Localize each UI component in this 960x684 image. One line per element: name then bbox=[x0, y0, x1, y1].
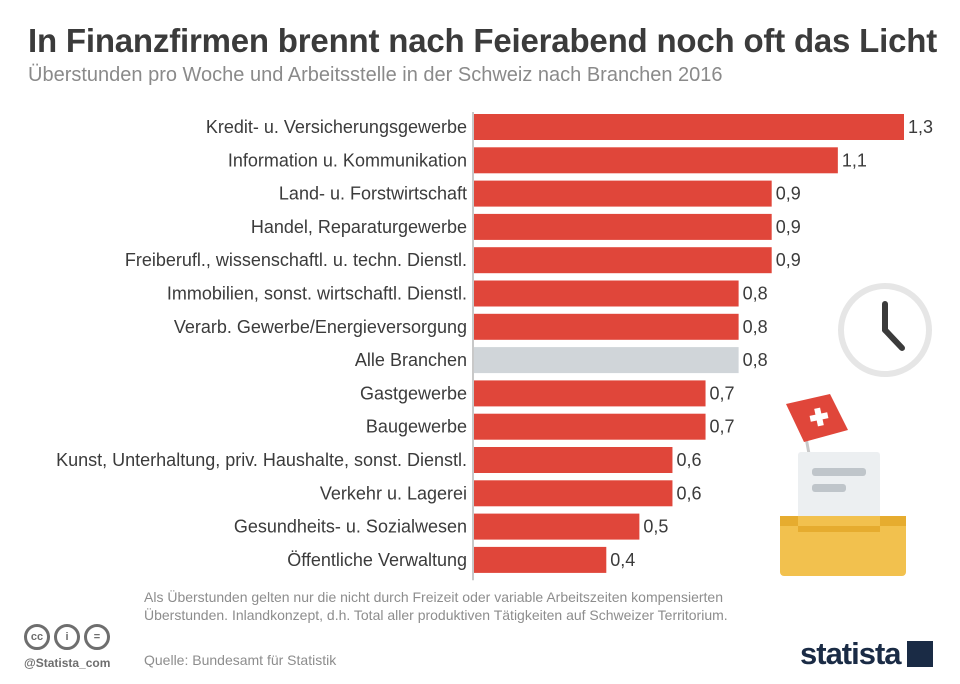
cc-icon[interactable]: cc bbox=[24, 624, 50, 650]
twitter-handle[interactable]: @Statista_com bbox=[24, 656, 111, 670]
statista-logo[interactable]: statista bbox=[800, 636, 933, 672]
value-label: 0,7 bbox=[710, 417, 735, 437]
bar[interactable] bbox=[474, 280, 739, 307]
value-label: 0,9 bbox=[776, 250, 801, 270]
license-icons: cc i = bbox=[24, 624, 110, 650]
bar[interactable] bbox=[474, 480, 673, 507]
value-label: 0,9 bbox=[776, 217, 801, 237]
value-label: 0,8 bbox=[743, 350, 768, 370]
source-text: Quelle: Bundesamt für Statistik bbox=[144, 652, 337, 668]
value-label: 0,6 bbox=[676, 483, 701, 503]
bar[interactable] bbox=[474, 213, 772, 240]
bar[interactable] bbox=[474, 413, 706, 440]
page-subtitle: Überstunden pro Woche und Arbeitsstelle … bbox=[28, 64, 723, 86]
category-label: Land- u. Forstwirtschaft bbox=[279, 184, 467, 204]
category-label: Kredit- u. Versicherungsgewerbe bbox=[206, 117, 467, 137]
value-label: 0,6 bbox=[676, 450, 701, 470]
category-label: Alle Branchen bbox=[355, 350, 467, 370]
value-label: 1,3 bbox=[908, 117, 933, 137]
statista-logo-icon bbox=[906, 641, 933, 667]
category-label: Verarb. Gewerbe/Energieversorgung bbox=[174, 317, 467, 337]
bar[interactable] bbox=[474, 247, 772, 274]
value-label: 0,7 bbox=[710, 383, 735, 403]
footnote: Als Überstunden gelten nur die nicht dur… bbox=[144, 589, 728, 623]
value-label: 1,1 bbox=[842, 150, 867, 170]
bar[interactable] bbox=[474, 546, 607, 573]
category-label: Freiberufl., wissenschaftl. u. techn. Di… bbox=[125, 250, 467, 270]
bar[interactable] bbox=[474, 513, 640, 540]
value-label: 0,5 bbox=[643, 517, 668, 537]
category-label: Baugewerbe bbox=[366, 417, 467, 437]
bar[interactable] bbox=[474, 347, 739, 374]
nd-icon[interactable]: = bbox=[84, 624, 110, 650]
category-label: Handel, Reparaturgewerbe bbox=[251, 217, 467, 237]
bar[interactable] bbox=[474, 380, 706, 407]
category-label: Gastgewerbe bbox=[360, 383, 467, 403]
bar[interactable] bbox=[474, 114, 904, 140]
category-label: Kunst, Unterhaltung, priv. Haushalte, so… bbox=[56, 450, 467, 470]
bar[interactable] bbox=[474, 447, 673, 473]
bar[interactable] bbox=[474, 147, 838, 174]
category-label: Öffentliche Verwaltung bbox=[287, 550, 467, 570]
page-title: In Finanzfirmen brennt nach Feierabend n… bbox=[28, 22, 938, 59]
value-label: 0,8 bbox=[743, 317, 768, 337]
value-label: 0,4 bbox=[610, 550, 635, 570]
value-label: 0,9 bbox=[776, 184, 801, 204]
category-label: Verkehr u. Lagerei bbox=[320, 483, 467, 503]
category-label: Information u. Kommunikation bbox=[228, 150, 467, 170]
bar[interactable] bbox=[474, 313, 739, 340]
bar[interactable] bbox=[474, 180, 772, 207]
inbox-icon bbox=[780, 452, 906, 576]
clock-icon bbox=[838, 283, 932, 377]
by-icon[interactable]: i bbox=[54, 624, 80, 650]
category-label: Immobilien, sonst. wirtschaftl. Dienstl. bbox=[167, 284, 467, 304]
illustration bbox=[780, 283, 932, 576]
statista-logo-text: statista bbox=[800, 636, 902, 671]
category-label: Gesundheits- u. Sozialwesen bbox=[234, 517, 467, 537]
bar-chart: Kredit- u. Versicherungsgewerbe 1,3 Inform… bbox=[56, 112, 933, 581]
value-label: 0,8 bbox=[743, 284, 768, 304]
